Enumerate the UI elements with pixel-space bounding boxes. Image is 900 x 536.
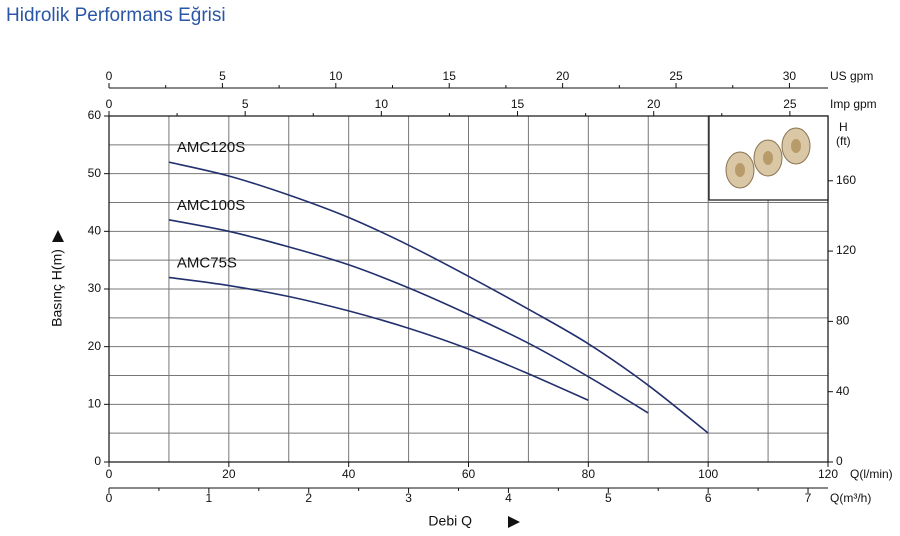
secondary-tick-label: 7 [805,491,812,505]
y2-tick-label: 120 [836,243,856,257]
secondary-axis-label: Q(m³/h) [830,491,871,505]
chart-title: Hidrolik Performans Eğrisi [6,5,226,26]
secondary-tick-label: 25 [669,69,683,83]
secondary-axis-label: Imp gpm [830,97,877,111]
y2-tick-label: 0 [836,454,843,468]
x-axis-label: Debi Q [428,513,472,529]
secondary-tick-label: 6 [705,491,712,505]
series-label: AMC75S [177,254,237,271]
x-tick-label: 80 [582,467,596,481]
y2-axis-unit: (ft) [836,134,851,148]
y2-tick-label: 160 [836,173,856,187]
secondary-tick-label: 5 [219,69,226,83]
y2-axis-label: H [839,120,848,134]
plot-frame [108,115,829,463]
y-tick-label: 0 [94,454,101,468]
secondary-tick-label: 25 [783,97,797,111]
series-line [168,219,649,414]
y-axis-label: Basınç H(m) [49,249,65,327]
secondary-tick-label: 30 [783,69,797,83]
secondary-tick-label: 15 [443,69,457,83]
y2-tick-label: 40 [836,384,850,398]
secondary-tick-label: 2 [305,491,312,505]
y-tick-label: 30 [88,281,102,295]
secondary-tick-label: 10 [329,69,343,83]
secondary-tick-label: 4 [505,491,512,505]
secondary-tick-label: 0 [106,69,113,83]
x-tick-label: 120 [818,467,838,481]
y-tick-label: 50 [88,166,102,180]
secondary-tick-label: 15 [511,97,525,111]
x-tick-label: 100 [698,467,718,481]
secondary-tick-label: 20 [647,97,661,111]
y-tick-label: 10 [88,397,102,411]
series-label: AMC100S [177,197,245,214]
secondary-tick-label: 10 [375,97,389,111]
y-tick-label: 40 [88,224,102,238]
secondary-tick-label: 5 [242,97,249,111]
y-tick-label: 60 [88,108,102,122]
series-label: AMC120S [177,139,245,156]
secondary-axis-label: US gpm [830,69,873,83]
secondary-tick-label: 0 [106,491,113,505]
x-arrow [508,516,520,528]
x-tick-label: 20 [222,467,236,481]
y-tick-label: 20 [88,339,102,353]
series-line [168,276,589,402]
secondary-tick-label: 1 [206,491,213,505]
secondary-tick-label: 3 [405,491,412,505]
y-arrow [52,230,64,242]
y2-tick-label: 80 [836,314,850,328]
secondary-tick-label: 5 [605,491,612,505]
x-axis-unit: Q(l/min) [850,467,893,481]
x-tick-label: 60 [462,467,476,481]
x-tick-label: 0 [106,467,113,481]
secondary-tick-label: 20 [556,69,570,83]
pump-image [708,115,829,201]
x-tick-label: 40 [342,467,356,481]
secondary-tick-label: 0 [106,97,113,111]
series-line [168,161,709,434]
